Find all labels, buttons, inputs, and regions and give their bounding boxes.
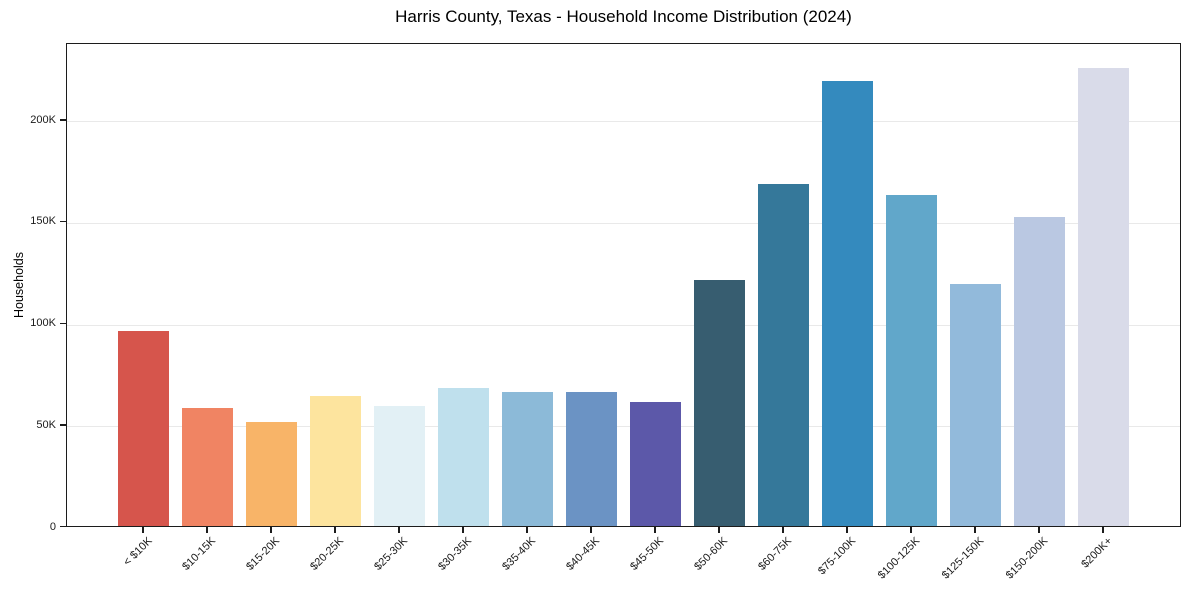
x-tick-label: $50-60K xyxy=(692,535,731,573)
x-tick-label: $45-50K xyxy=(628,535,667,573)
chart-bar xyxy=(886,194,938,526)
y-tick-label: 0 xyxy=(49,520,56,533)
x-tick-label: $25-30K xyxy=(372,535,411,573)
y-tick-label: 150K xyxy=(30,215,56,228)
gridline xyxy=(67,222,1180,224)
x-tick xyxy=(526,527,528,533)
y-tick xyxy=(60,220,66,223)
x-tick xyxy=(910,527,912,533)
chart-bar xyxy=(822,80,874,526)
x-tick-label: $60-75K xyxy=(756,535,795,573)
x-tick xyxy=(462,527,464,533)
x-tick xyxy=(1102,527,1104,533)
x-tick-label: $20-25K xyxy=(308,535,347,573)
y-tick xyxy=(60,322,66,324)
y-tick-label: 200K xyxy=(30,113,56,126)
x-tick-label: $30-35K xyxy=(436,535,475,573)
chart-bar xyxy=(1078,68,1130,526)
x-tick xyxy=(142,527,144,533)
chart-bar xyxy=(758,184,810,526)
x-tick-label: $40-45K xyxy=(564,535,603,573)
chart-bar xyxy=(438,387,490,526)
chart-bar xyxy=(182,408,234,526)
x-tick xyxy=(718,527,720,533)
y-tick xyxy=(60,526,66,528)
x-tick-label: $15-20K xyxy=(244,535,283,573)
x-tick xyxy=(270,527,272,533)
x-tick-label: $200K+ xyxy=(1078,535,1115,571)
x-tick xyxy=(782,527,784,533)
x-tick-label: $35-40K xyxy=(500,535,539,573)
x-tick-label: $150-200K xyxy=(1003,535,1051,582)
chart-bar xyxy=(950,284,1002,526)
x-tick xyxy=(974,527,976,533)
x-tick-label: $10-15K xyxy=(180,535,219,573)
y-tick-label: 100K xyxy=(30,317,56,330)
x-tick-label: $75-100K xyxy=(816,535,859,578)
y-tick xyxy=(60,424,66,426)
x-tick xyxy=(398,527,400,533)
chart-bar xyxy=(310,395,362,526)
x-tick xyxy=(334,527,336,533)
chart-bar xyxy=(630,401,682,526)
y-axis-label: Households xyxy=(12,251,26,319)
x-tick xyxy=(846,527,848,533)
chart-title: Harris County, Texas - Household Income … xyxy=(395,7,852,26)
x-tick-label: $125-150K xyxy=(939,535,987,582)
chart-bar xyxy=(1014,216,1066,526)
chart-bar xyxy=(118,330,170,526)
x-tick xyxy=(1038,527,1040,533)
gridline xyxy=(67,426,1180,428)
y-tick-label: 50K xyxy=(36,418,56,431)
x-tick-label: < $10K xyxy=(120,535,155,569)
plot-area xyxy=(66,43,1181,527)
y-tick xyxy=(60,119,66,121)
x-tick xyxy=(206,527,208,533)
chart-bar xyxy=(246,422,298,526)
chart-bar xyxy=(566,391,618,526)
gridline xyxy=(67,324,1180,326)
chart-bar xyxy=(374,406,426,526)
gridline xyxy=(67,121,1180,123)
chart-bar xyxy=(694,279,746,526)
chart-bar xyxy=(502,391,554,526)
x-tick xyxy=(590,527,592,533)
x-tick xyxy=(654,527,656,533)
x-tick-label: $100-125K xyxy=(875,535,923,582)
